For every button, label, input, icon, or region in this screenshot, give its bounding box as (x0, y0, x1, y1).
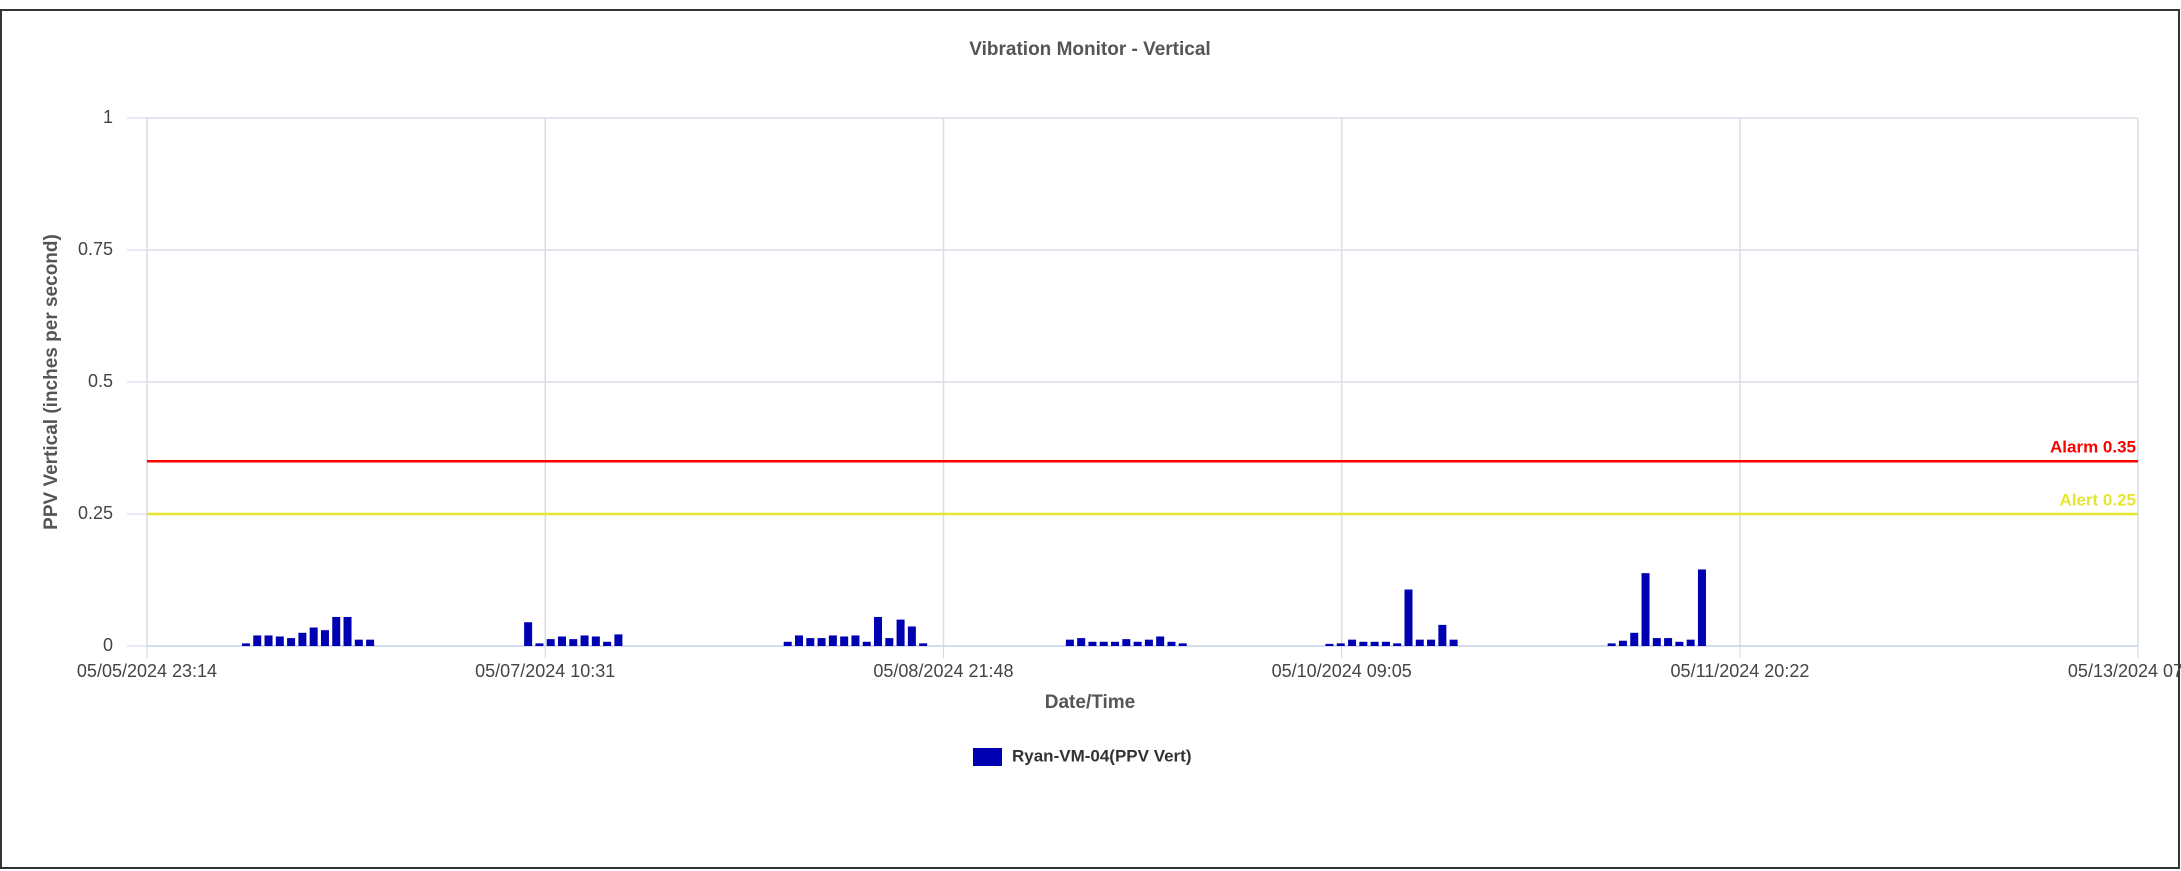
bar (1630, 632, 1639, 646)
bar (851, 635, 860, 646)
x-tick-label: 05/05/2024 23:14 (77, 661, 217, 681)
bar (614, 634, 623, 646)
legend-label: Ryan-VM-04(PPV Vert) (1012, 746, 1192, 765)
bar (1438, 624, 1447, 646)
bar (1336, 643, 1345, 646)
bar (1167, 641, 1176, 646)
bar (1099, 641, 1108, 646)
bar (1641, 573, 1650, 646)
bar (1111, 641, 1120, 646)
x-tick-label: 05/08/2024 21:48 (873, 661, 1013, 681)
bar (298, 632, 307, 646)
bar (535, 643, 544, 646)
bar (1393, 643, 1402, 646)
y-tick-label: 0 (103, 635, 113, 655)
bar (557, 636, 566, 646)
threshold-label: Alert 0.25 (2059, 490, 2136, 509)
y-tick-label: 0.25 (78, 503, 113, 523)
legend-swatch (973, 748, 1002, 766)
bar (1088, 641, 1097, 646)
bar (795, 635, 804, 646)
bar (332, 616, 341, 646)
bar (1122, 639, 1131, 646)
x-tick-label: 05/10/2024 09:05 (1272, 661, 1412, 681)
bar (1325, 643, 1334, 646)
bar (1664, 638, 1673, 646)
bar (806, 638, 815, 646)
bar (1077, 638, 1086, 646)
bar (343, 616, 352, 646)
y-tick-label: 1 (103, 107, 113, 127)
bar (366, 639, 375, 646)
bar (1607, 643, 1616, 646)
bar (569, 639, 578, 646)
bar (591, 636, 600, 646)
bar (874, 616, 883, 646)
x-tick-label: 05/13/2024 07:38 (2068, 661, 2181, 681)
bar (320, 630, 329, 646)
y-axis-label: PPV Vertical (inches per second) (41, 234, 62, 530)
bar (1697, 569, 1706, 646)
bar (1652, 638, 1661, 646)
bar (1065, 639, 1074, 646)
bar (896, 619, 905, 646)
bar (1178, 643, 1187, 646)
chart-title: Vibration Monitor - Vertical (969, 39, 1210, 60)
bar (862, 641, 871, 646)
bar (840, 636, 849, 646)
bar (1156, 636, 1165, 646)
bar (253, 635, 262, 646)
bar (885, 638, 894, 646)
bar (1415, 639, 1424, 646)
bar (783, 641, 792, 646)
bar (264, 635, 273, 646)
bar (580, 635, 589, 646)
x-tick-label: 05/07/2024 10:31 (475, 661, 615, 681)
bar (828, 635, 837, 646)
bar (524, 622, 533, 646)
x-axis-label: Date/Time (1045, 692, 1135, 713)
bar (1359, 641, 1368, 646)
x-tick-label: 05/11/2024 20:22 (1671, 661, 1810, 681)
bar (817, 638, 826, 646)
frame (0, 9, 2180, 869)
bar (275, 636, 284, 646)
bar (1348, 639, 1357, 646)
bar (287, 638, 296, 646)
bar (1144, 639, 1153, 646)
threshold-label: Alarm 0.35 (2050, 438, 2136, 457)
bar (907, 626, 916, 646)
bar (1381, 641, 1390, 646)
y-tick-label: 0.5 (88, 371, 113, 391)
bar (919, 643, 928, 646)
bar (603, 641, 612, 646)
bar (241, 643, 250, 646)
bar (1675, 641, 1684, 646)
y-tick-label: 0.75 (78, 239, 113, 259)
bar (354, 639, 363, 646)
bar (1370, 641, 1379, 646)
bar (1618, 640, 1627, 646)
bar (1686, 639, 1695, 646)
bar (1427, 639, 1436, 646)
bar (1133, 641, 1142, 646)
bar (1404, 589, 1413, 646)
bar (309, 627, 318, 646)
bar (546, 639, 555, 646)
bar (1449, 639, 1458, 646)
